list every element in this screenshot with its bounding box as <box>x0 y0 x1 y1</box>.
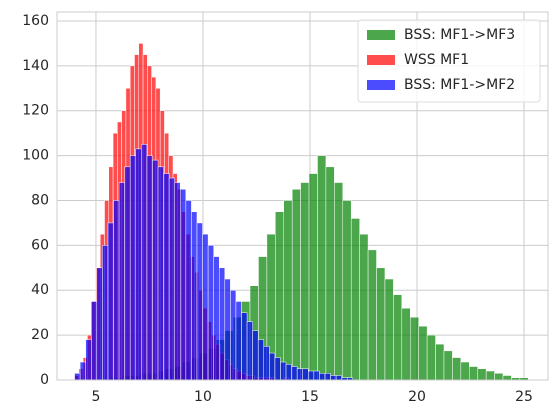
bar <box>90 301 98 381</box>
bar <box>263 346 270 381</box>
bar <box>235 301 242 381</box>
bar <box>252 330 259 381</box>
bar <box>185 200 192 381</box>
legend-swatch <box>367 30 395 40</box>
bar <box>246 321 253 381</box>
bar <box>384 278 394 381</box>
bar <box>96 267 103 381</box>
bar <box>283 200 293 381</box>
bar <box>213 256 220 381</box>
bar <box>393 294 403 381</box>
bar <box>218 267 226 381</box>
bar <box>376 267 386 381</box>
bar <box>308 173 318 381</box>
bar <box>163 173 170 381</box>
bar <box>460 361 470 381</box>
bar <box>367 249 377 381</box>
bar <box>418 325 428 381</box>
x-tick-label: 5 <box>91 389 100 405</box>
bar <box>324 373 331 381</box>
bar <box>207 245 214 381</box>
y-tick-label: 140 <box>22 58 49 74</box>
bar <box>129 155 137 381</box>
bar <box>359 233 369 381</box>
bar <box>494 373 504 381</box>
bar <box>196 222 203 381</box>
bar <box>334 182 344 381</box>
bar <box>174 182 181 381</box>
bar <box>180 189 187 381</box>
bar <box>85 339 92 381</box>
bar <box>330 375 337 381</box>
y-tick-label: 80 <box>31 192 49 208</box>
y-tick-label: 60 <box>31 237 49 253</box>
bar <box>313 370 320 381</box>
bar <box>274 357 281 381</box>
y-tick-label: 100 <box>22 148 49 164</box>
bar <box>102 245 109 381</box>
y-tick-label: 120 <box>22 103 49 119</box>
bar <box>285 364 292 381</box>
bar <box>230 289 237 381</box>
bar <box>296 368 303 381</box>
bar <box>107 222 114 381</box>
bar <box>141 144 148 381</box>
bar <box>477 368 487 381</box>
bar <box>350 218 360 381</box>
legend-box <box>357 19 541 103</box>
bar <box>335 375 342 381</box>
bar <box>275 211 285 381</box>
bar <box>291 189 301 381</box>
bar <box>319 373 326 381</box>
bar <box>168 177 175 381</box>
y-tick-label: 20 <box>31 327 49 343</box>
bar <box>300 182 310 381</box>
bar <box>308 370 315 381</box>
bar <box>325 166 335 381</box>
bar <box>79 361 86 381</box>
legend-swatch <box>367 55 395 65</box>
bar <box>257 339 265 381</box>
legend-label: WSS MF1 <box>404 52 469 68</box>
bar <box>452 357 462 381</box>
bar <box>146 155 153 381</box>
x-tick-label: 20 <box>408 389 426 405</box>
bar <box>157 166 164 381</box>
bar <box>401 307 411 381</box>
bar <box>485 370 495 381</box>
y-tick-label: 160 <box>22 13 49 29</box>
bar <box>202 233 209 381</box>
bar <box>443 350 453 381</box>
x-tick-label: 15 <box>301 389 319 405</box>
bar <box>469 366 478 381</box>
bar <box>113 200 120 381</box>
bar <box>224 278 231 381</box>
bar <box>342 200 352 381</box>
bar <box>280 361 287 381</box>
legend-label: BSS: MF1->MF2 <box>404 77 515 93</box>
bar <box>118 182 125 381</box>
bar <box>317 155 327 381</box>
bar <box>435 343 445 381</box>
bar <box>269 352 276 381</box>
bar <box>152 159 159 381</box>
x-tick-label: 10 <box>194 389 212 405</box>
bar <box>74 373 81 381</box>
legend-swatch <box>367 80 395 90</box>
bar <box>302 368 309 381</box>
bar <box>502 375 512 381</box>
y-tick-label: 0 <box>40 372 49 388</box>
bar <box>426 334 436 381</box>
y-tick-label: 40 <box>31 282 49 298</box>
bar <box>241 312 248 381</box>
bar <box>135 148 142 381</box>
bar <box>124 166 131 381</box>
bar <box>191 211 198 381</box>
x-tick-label: 25 <box>515 389 533 405</box>
bar <box>291 366 298 381</box>
bar <box>409 316 419 381</box>
plot-frame <box>56 11 549 381</box>
legend-label: BSS: MF1->MF3 <box>404 27 515 43</box>
